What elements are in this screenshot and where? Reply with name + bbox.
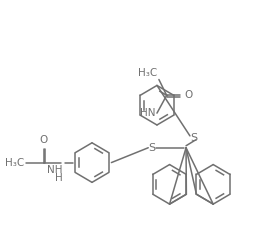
Text: O: O — [39, 135, 48, 145]
Text: S: S — [149, 143, 156, 153]
Text: H₃C: H₃C — [138, 68, 157, 78]
Text: H: H — [55, 174, 63, 184]
Text: O: O — [184, 90, 192, 100]
Text: S: S — [190, 133, 197, 143]
Text: HN: HN — [140, 108, 155, 118]
Text: H₃C: H₃C — [5, 158, 24, 168]
Text: NH: NH — [47, 164, 63, 174]
